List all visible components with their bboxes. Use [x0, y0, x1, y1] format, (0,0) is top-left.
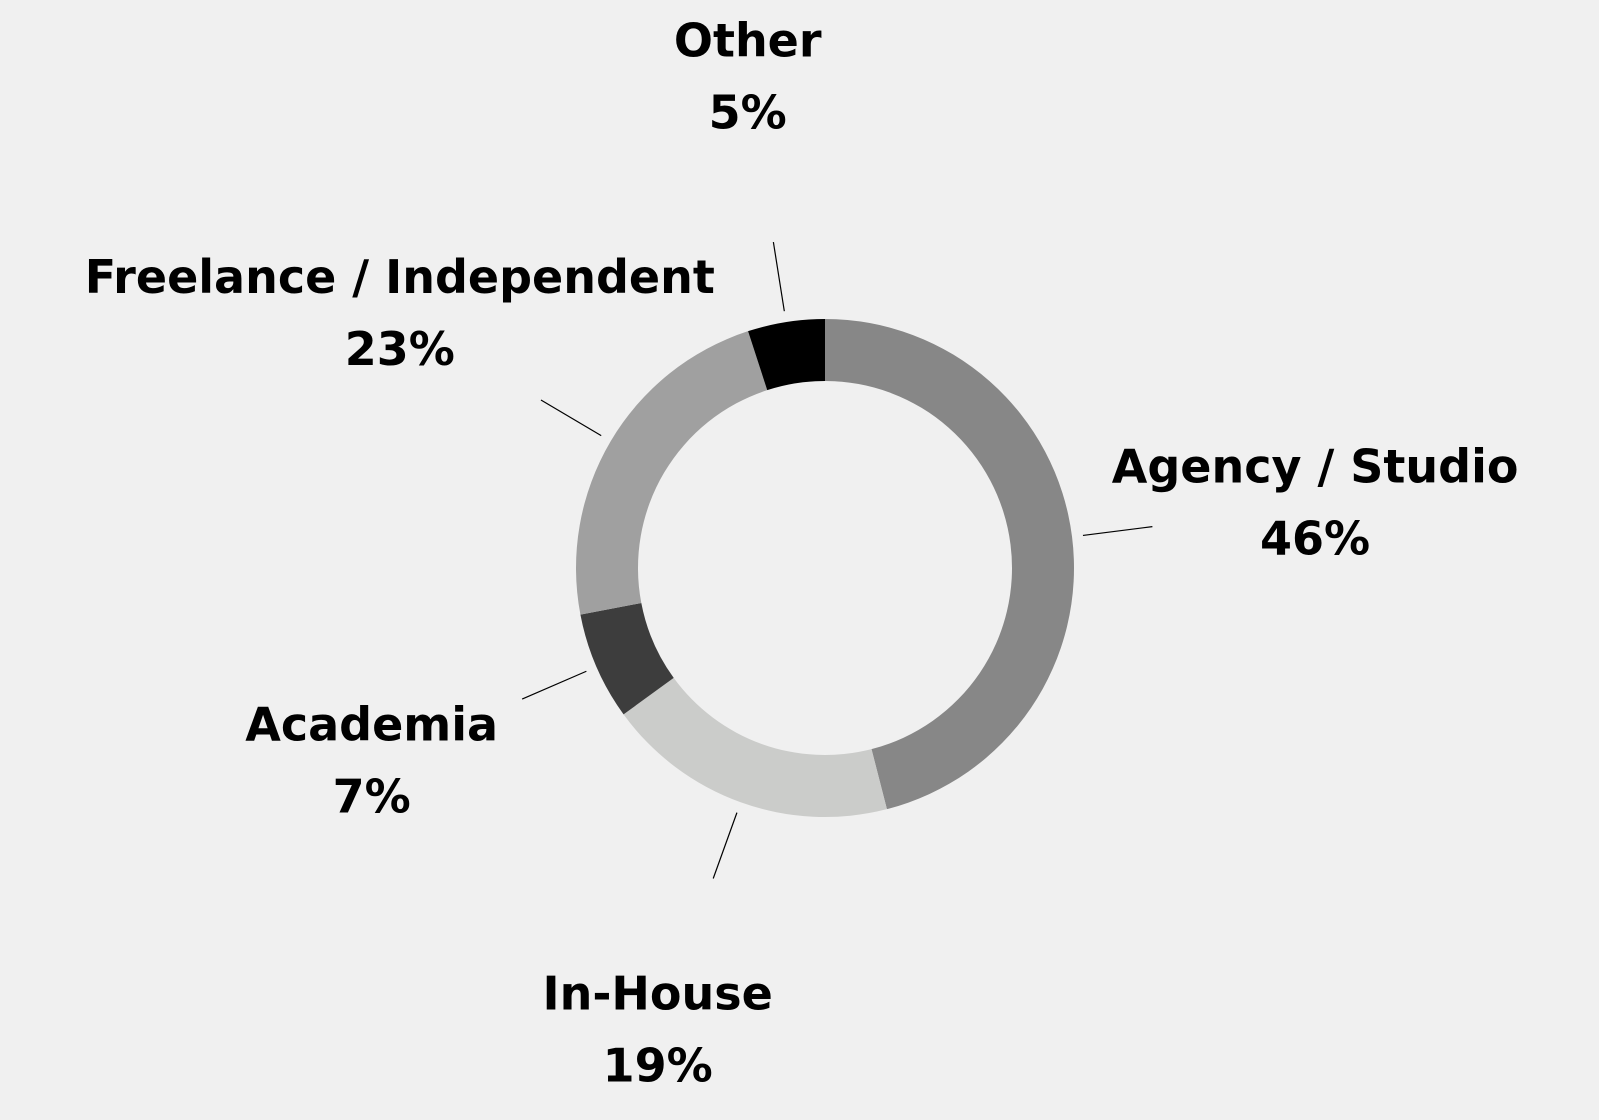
segment-label: Freelance / Independent — [85, 250, 715, 304]
value-label: 46% — [1260, 512, 1370, 566]
leader-line — [521, 670, 587, 700]
leader-line — [540, 399, 602, 437]
segment-label: Agency / Studio — [1112, 440, 1519, 494]
donut-segment — [576, 331, 768, 615]
leader-line — [1082, 526, 1153, 537]
donut-segment — [825, 319, 1074, 810]
segment-label: In-House — [542, 966, 772, 1020]
leader-line — [772, 241, 785, 312]
value-label: 23% — [345, 322, 455, 376]
segment-label: Other — [674, 14, 822, 68]
leader-line — [712, 812, 738, 879]
segment-label: Academia — [245, 698, 498, 752]
value-label: 19% — [603, 1038, 713, 1092]
donut-segment — [623, 677, 887, 817]
value-label: 5% — [709, 86, 787, 140]
donut-segment — [748, 319, 825, 391]
donut-segment — [580, 603, 674, 715]
value-label: 7% — [333, 770, 411, 824]
